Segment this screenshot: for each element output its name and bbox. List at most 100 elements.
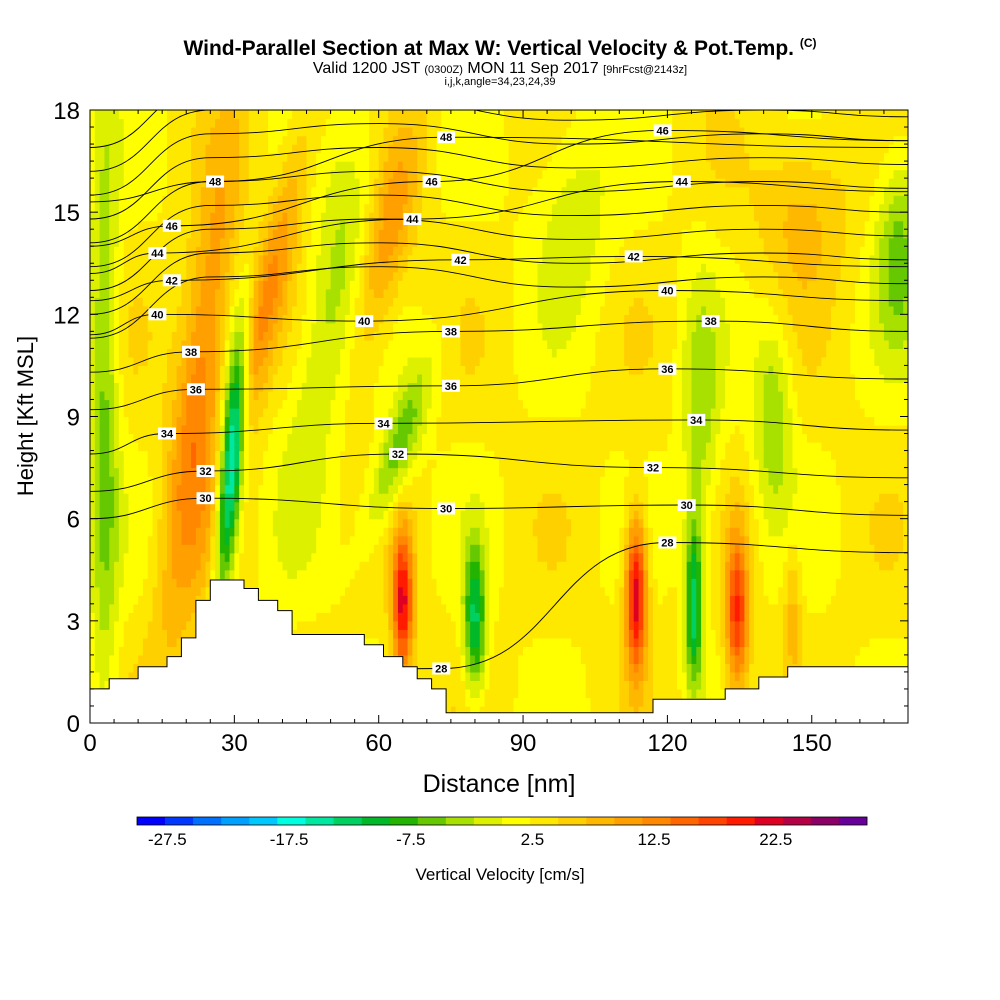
velocity-cell xyxy=(879,484,885,494)
velocity-cell xyxy=(219,527,226,537)
velocity-cell xyxy=(268,467,274,477)
velocity-cell xyxy=(561,501,567,511)
velocity-cell xyxy=(133,578,139,588)
velocity-cell xyxy=(128,561,134,571)
velocity-cell xyxy=(710,561,717,571)
velocity-cell xyxy=(710,501,717,511)
velocity-cell xyxy=(816,518,822,528)
velocity-cell xyxy=(234,518,240,528)
velocity-cell xyxy=(123,493,130,503)
velocity-cell xyxy=(369,535,375,545)
velocity-cell xyxy=(729,680,736,690)
velocity-cell xyxy=(869,561,875,571)
velocity-cell xyxy=(345,612,351,622)
velocity-cell xyxy=(431,629,438,639)
velocity-cell xyxy=(802,535,808,545)
velocity-cell xyxy=(725,510,731,520)
velocity-cell xyxy=(123,654,130,664)
velocity-cell xyxy=(229,467,235,477)
velocity-cell xyxy=(133,569,139,579)
velocity-cell xyxy=(778,544,784,554)
velocity-cell xyxy=(320,527,327,537)
velocity-cell xyxy=(455,569,462,579)
velocity-cell xyxy=(532,688,539,699)
velocity-cell xyxy=(94,637,101,647)
velocity-cell xyxy=(397,476,404,486)
velocity-cell xyxy=(152,569,158,579)
velocity-cell xyxy=(359,484,365,494)
velocity-cell xyxy=(446,578,452,588)
velocity-cell xyxy=(224,501,231,511)
velocity-cell xyxy=(840,535,847,545)
velocity-cell xyxy=(571,552,577,562)
velocity-cell xyxy=(542,705,548,716)
velocity-cell xyxy=(147,637,154,647)
velocity-cell xyxy=(166,493,173,503)
velocity-cell xyxy=(802,510,808,520)
velocity-cell xyxy=(782,535,789,545)
velocity-cell xyxy=(903,578,908,588)
velocity-cell xyxy=(773,476,779,486)
velocity-cell xyxy=(527,586,534,596)
velocity-cell xyxy=(90,561,96,571)
velocity-cell xyxy=(219,484,226,494)
velocity-cell xyxy=(311,493,317,503)
velocity-cell xyxy=(532,705,539,716)
velocity-cell xyxy=(200,569,207,579)
velocity-cell xyxy=(874,646,880,656)
velocity-cell xyxy=(479,569,486,579)
velocity-cell xyxy=(619,705,625,716)
velocity-cell xyxy=(138,620,144,630)
velocity-cell xyxy=(816,544,822,554)
velocity-cell xyxy=(215,467,221,477)
velocity-cell xyxy=(234,493,240,503)
velocity-cell xyxy=(633,561,640,571)
velocity-cell xyxy=(628,705,635,716)
velocity-cell xyxy=(441,671,447,682)
velocity-cell xyxy=(263,544,269,554)
velocity-cell xyxy=(479,663,486,673)
velocity-cell xyxy=(426,637,433,647)
velocity-cell xyxy=(883,544,890,554)
velocity-cell xyxy=(749,586,755,596)
velocity-cell xyxy=(499,552,505,562)
velocity-cell xyxy=(763,493,770,503)
velocity-cell xyxy=(600,552,606,562)
velocity-cell xyxy=(90,595,96,605)
velocity-cell xyxy=(133,552,139,562)
velocity-cell xyxy=(243,552,250,562)
velocity-cell xyxy=(142,595,149,605)
velocity-cell xyxy=(773,518,779,528)
velocity-cell xyxy=(118,629,125,639)
velocity-cell xyxy=(373,518,380,528)
velocity-cell xyxy=(330,484,336,494)
velocity-cell xyxy=(412,620,418,630)
velocity-cell xyxy=(296,561,303,571)
velocity-cell xyxy=(479,476,486,486)
velocity-cell xyxy=(369,476,375,486)
velocity-cell xyxy=(816,578,822,588)
velocity-cell xyxy=(898,527,904,537)
velocity-cell xyxy=(393,552,399,562)
velocity-cell xyxy=(243,561,250,571)
velocity-cell xyxy=(157,612,163,622)
velocity-cell xyxy=(296,612,303,622)
velocity-cell xyxy=(388,569,394,579)
velocity-cell xyxy=(359,493,365,503)
velocity-cell xyxy=(90,467,96,477)
velocity-cell xyxy=(373,603,380,613)
velocity-cell xyxy=(624,586,630,596)
velocity-cell xyxy=(114,586,120,596)
velocity-cell xyxy=(710,578,717,588)
velocity-cell xyxy=(407,527,413,537)
velocity-cell xyxy=(205,476,211,486)
velocity-cell xyxy=(494,637,500,647)
velocity-cell xyxy=(831,646,837,656)
velocity-cell xyxy=(710,629,717,639)
velocity-cell xyxy=(532,654,539,664)
velocity-cell xyxy=(527,705,534,716)
velocity-cell xyxy=(460,476,466,486)
velocity-cell xyxy=(219,476,226,486)
velocity-cell xyxy=(345,586,351,596)
velocity-cell xyxy=(580,569,587,579)
